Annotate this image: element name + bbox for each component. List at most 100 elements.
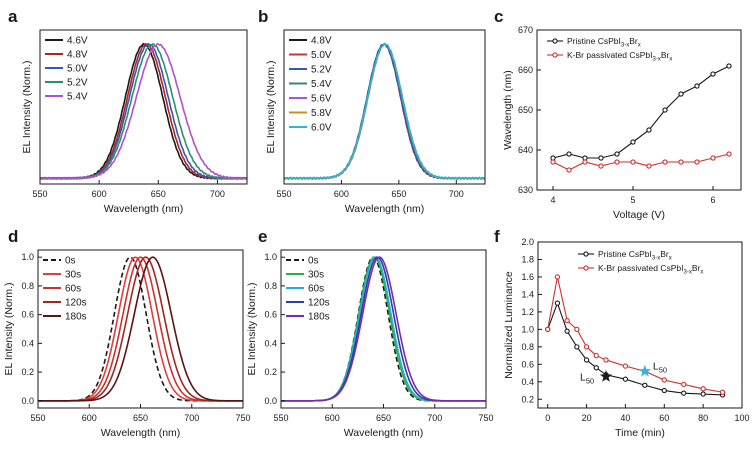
y-tick-label: 0.8 [264, 281, 277, 291]
x-tick-label: 750 [478, 413, 493, 423]
legend-label: 120s [65, 298, 87, 309]
y-tick-label: 0.6 [21, 310, 34, 320]
legend-label: 5.2V [67, 78, 88, 89]
legend-marker [583, 265, 589, 271]
x-tick-label: 750 [235, 413, 250, 423]
legend-label: Pristine CsPbI3-xBrx [567, 36, 641, 49]
x-tick-label: 600 [325, 413, 340, 423]
data-point [681, 381, 687, 388]
x-tick-label: 700 [427, 413, 442, 423]
panel-letter: e [258, 227, 267, 246]
x-axis-label: Wavelength (nm) [104, 203, 184, 215]
series-line-1 [547, 276, 723, 393]
y-tick-label: 1.6 [521, 272, 534, 282]
y-tick-label: 660 [518, 65, 533, 75]
l50-label: L50 [580, 372, 594, 386]
data-point [646, 163, 652, 169]
x-tick-label: 700 [210, 189, 225, 199]
data-point [614, 159, 620, 165]
legend-label: 60s [308, 284, 324, 295]
series-line-180s [281, 256, 486, 402]
x-tick-label: 650 [133, 413, 148, 423]
plot-area [281, 256, 486, 402]
legend-marker [552, 38, 558, 44]
data-point [598, 155, 604, 161]
axes-frame [39, 29, 248, 185]
data-point [554, 300, 561, 306]
x-axis-label: Voltage (V) [613, 209, 665, 221]
x-tick-label: 550 [32, 189, 47, 199]
data-point [678, 159, 684, 165]
x-tick-label: 550 [276, 189, 291, 199]
plot-area [38, 256, 243, 402]
legend-label: K-Br passivated CsPbI3-xBrx [598, 263, 703, 276]
x-axis-label: Wavelength (nm) [345, 203, 425, 215]
legend-label: 60s [65, 284, 81, 295]
series-line-5.4V [40, 42, 247, 180]
y-tick-label: 1.0 [521, 324, 534, 334]
legend-label: 4.6V [67, 36, 88, 47]
y-tick-label: 1.2 [521, 307, 534, 317]
data-point [630, 159, 636, 165]
series-line-180s [38, 256, 243, 402]
data-point [583, 344, 590, 350]
x-axis-label: Wavelength (nm) [344, 427, 424, 439]
data-point [566, 167, 572, 173]
data-point [662, 107, 668, 113]
data-point [566, 151, 572, 157]
legend-label: 5.4V [311, 79, 332, 90]
data-point [622, 363, 629, 369]
panel-letter: c [494, 7, 503, 26]
x-tick-label: 700 [449, 189, 464, 199]
x-tick-label: 60 [659, 413, 669, 423]
y-tick-label: 0.4 [21, 338, 34, 348]
x-tick-label: 4 [550, 195, 555, 205]
y-axis-label: EL Intensity (Norm.) [265, 61, 277, 154]
legend-label: Pristine CsPbI3-xBrx [598, 249, 672, 262]
x-tick-label: 40 [620, 413, 630, 423]
y-axis-label: Wavelength (nm) [502, 70, 514, 150]
y-tick-label: 0.2 [264, 367, 277, 377]
data-point [622, 376, 629, 382]
panel-b: b 550 600 650 700 Wavelength (nm) EL Intensity… [258, 7, 486, 215]
data-point [630, 139, 636, 145]
plot-area [40, 42, 247, 180]
data-point [661, 377, 667, 383]
legend-label: 5.0V [67, 64, 88, 75]
x-tick-label: 80 [698, 413, 708, 423]
plot-area [284, 42, 485, 180]
data-point [719, 389, 726, 395]
y-tick-label: 650 [518, 105, 533, 115]
legend-label: 5.8V [311, 108, 332, 119]
x-tick-label: 600 [334, 189, 349, 199]
legend-label: 5.2V [311, 65, 332, 76]
panel-letter: b [258, 7, 268, 26]
panel-letter: d [8, 227, 18, 246]
panel-letter: f [494, 227, 500, 246]
y-tick-label: 670 [518, 25, 533, 35]
x-tick-label: 20 [582, 413, 592, 423]
panel-a: a 550 600 650 700 Wavelength (nm) EL Intensity… [8, 7, 248, 215]
x-tick-label: 6 [710, 195, 715, 205]
y-tick-label: 0.0 [264, 396, 277, 406]
x-tick-label: 550 [30, 413, 45, 423]
y-tick-label: 1.0 [21, 252, 34, 262]
x-tick-label: 550 [273, 413, 288, 423]
x-tick-label: 600 [92, 189, 107, 199]
panel-f: f 0 20 40 60 80 100 0.2 0.4 0.6 0.8 1.0 1.2 1.4 1.6 1.8… [494, 227, 750, 439]
data-point [678, 91, 684, 97]
data-point [583, 357, 590, 363]
data-point [603, 357, 609, 363]
x-tick-label: 650 [391, 189, 406, 199]
y-axis-label: Normalized Luminance [503, 271, 515, 379]
legend-label: 0s [65, 256, 76, 267]
data-point [564, 328, 570, 334]
y-tick-label: 0.8 [521, 342, 534, 352]
legend-label: K-Br passivated CsPbI3-xBrx [567, 50, 672, 63]
y-tick-label: 640 [518, 145, 533, 155]
y-tick-label: 0.6 [521, 359, 534, 369]
data-point [681, 390, 687, 396]
x-axis-label: Time (min) [615, 427, 665, 439]
data-point [700, 391, 706, 397]
